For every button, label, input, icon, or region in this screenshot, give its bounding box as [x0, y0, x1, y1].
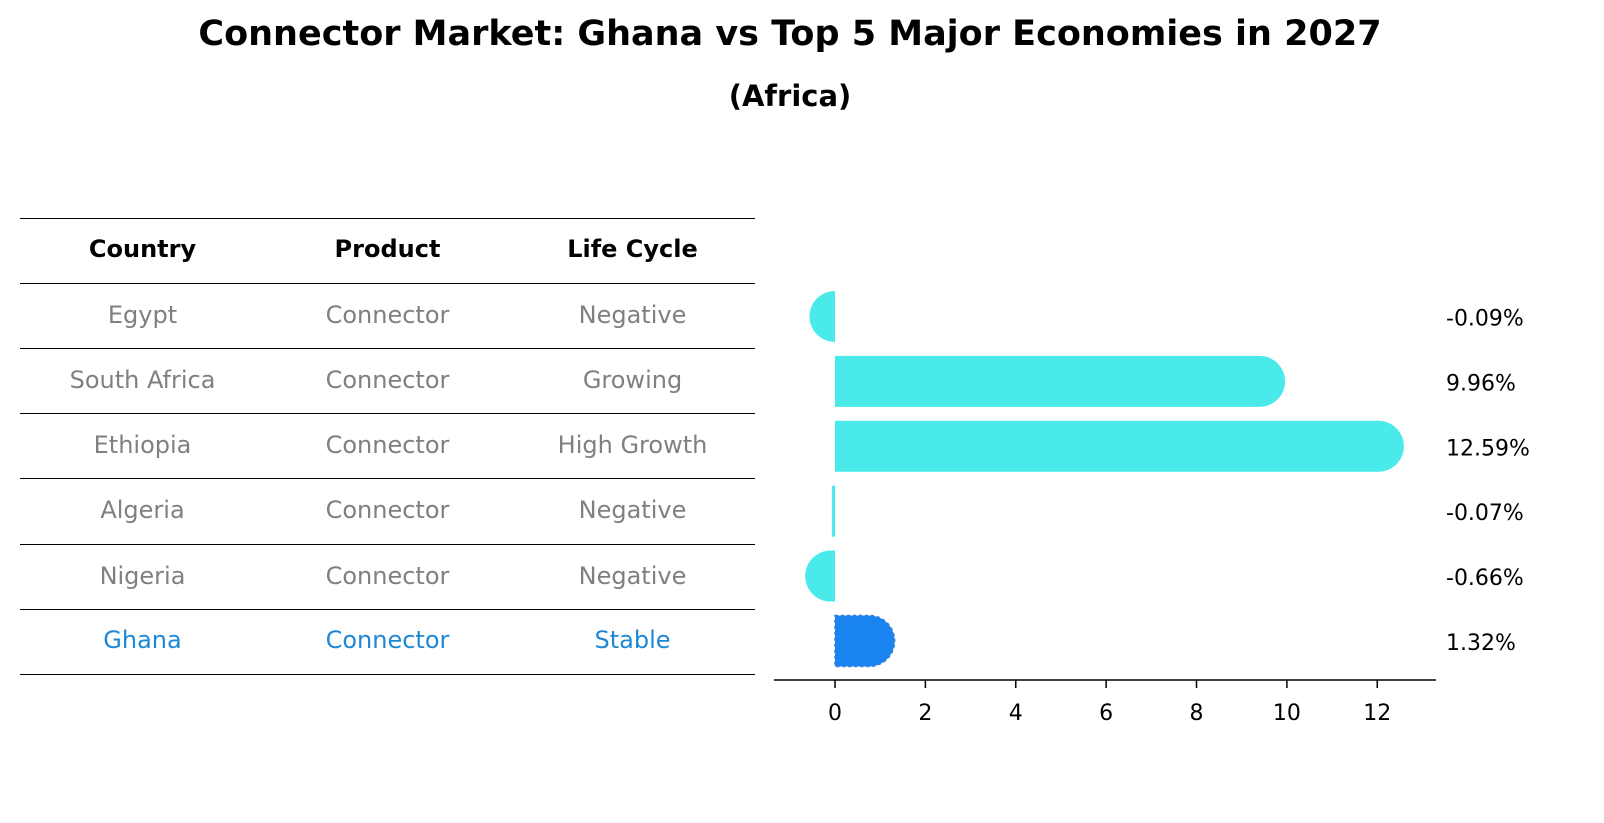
- cell-life-cycle: Growing: [582, 366, 683, 394]
- bar: [805, 550, 836, 602]
- header-life-cycle: Life Cycle: [567, 235, 698, 263]
- cell-product: Connector: [325, 366, 450, 394]
- bar: [809, 290, 836, 342]
- x-tick-label: 0: [828, 701, 842, 726]
- cell-country: Algeria: [100, 496, 185, 524]
- cell-life-cycle: Negative: [578, 496, 687, 524]
- table-top-rule: [20, 218, 755, 219]
- data-label: 12.59%: [1446, 436, 1530, 461]
- data-label: 1.32%: [1446, 631, 1516, 656]
- chart-title: Connector Market: Ghana vs Top 5 Major E…: [198, 14, 1382, 54]
- data-label: -0.09%: [1446, 306, 1524, 331]
- table-header-rule: [20, 283, 755, 284]
- x-tick-label: 4: [1009, 701, 1023, 726]
- chart-subtitle: (Africa): [728, 79, 852, 113]
- x-tick-label: 6: [1099, 701, 1113, 726]
- table-row-rule: [20, 478, 755, 479]
- cell-country: Ghana: [103, 626, 182, 654]
- data-label: -0.07%: [1446, 501, 1524, 526]
- cell-product: Connector: [325, 301, 450, 329]
- table-row-rule: [20, 544, 755, 545]
- bar: [835, 420, 1404, 472]
- cell-life-cycle: Stable: [594, 626, 671, 654]
- cell-product: Connector: [325, 496, 450, 524]
- cell-life-cycle: High Growth: [557, 431, 708, 459]
- x-tick-label: 8: [1190, 701, 1204, 726]
- data-label: 9.96%: [1446, 371, 1516, 396]
- cell-life-cycle: Negative: [578, 301, 687, 329]
- table-row-rule: [20, 348, 755, 349]
- x-tick-label: 10: [1273, 701, 1301, 726]
- table-row-rule: [20, 609, 755, 610]
- header-product: Product: [334, 235, 441, 263]
- cell-country: Nigeria: [99, 562, 186, 590]
- cell-life-cycle: Negative: [578, 562, 687, 590]
- cell-country: Ethiopia: [93, 431, 192, 459]
- bar: [835, 355, 1286, 407]
- cell-product: Connector: [325, 626, 450, 654]
- header-country: Country: [88, 235, 197, 263]
- bar: [831, 485, 836, 537]
- table-bottom-rule: [20, 674, 755, 675]
- table-row-rule: [20, 413, 755, 414]
- cell-product: Connector: [325, 562, 450, 590]
- cell-country: Egypt: [107, 301, 178, 329]
- data-label: -0.66%: [1446, 566, 1524, 591]
- cell-product: Connector: [325, 431, 450, 459]
- bar-highlight: [834, 614, 896, 668]
- x-tick-label: 2: [918, 701, 932, 726]
- x-tick-label: 12: [1363, 701, 1391, 726]
- cell-country: South Africa: [69, 366, 216, 394]
